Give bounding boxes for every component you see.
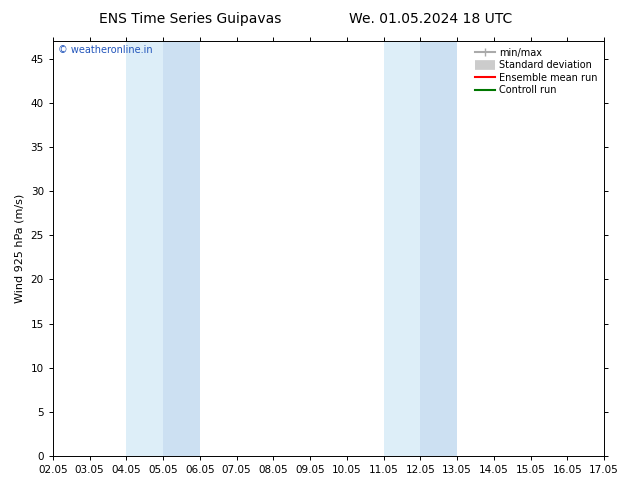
Legend: min/max, Standard deviation, Ensemble mean run, Controll run: min/max, Standard deviation, Ensemble me… (474, 46, 599, 97)
Bar (420, 41, 457, 456)
Bar (163, 41, 200, 456)
Text: ENS Time Series Guipavas: ENS Time Series Guipavas (99, 12, 281, 26)
Y-axis label: Wind 925 hPa (m/s): Wind 925 hPa (m/s) (15, 194, 25, 303)
Bar (384, 41, 420, 456)
Text: We. 01.05.2024 18 UTC: We. 01.05.2024 18 UTC (349, 12, 513, 26)
Bar (126, 41, 163, 456)
Text: © weatheronline.in: © weatheronline.in (58, 46, 153, 55)
